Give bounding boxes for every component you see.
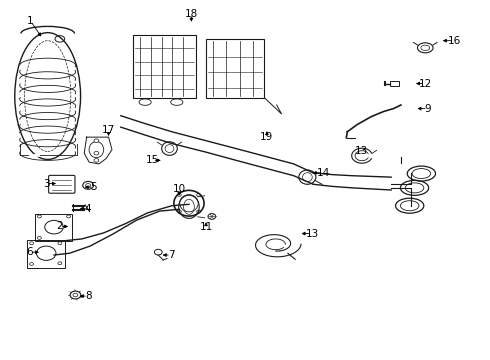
Text: 17: 17 <box>102 125 115 135</box>
Text: 7: 7 <box>168 250 174 260</box>
Text: 4: 4 <box>85 203 92 213</box>
Text: 13: 13 <box>306 229 319 239</box>
Text: 9: 9 <box>424 104 431 113</box>
Text: 8: 8 <box>85 291 92 301</box>
Text: 13: 13 <box>355 147 368 157</box>
Ellipse shape <box>94 158 99 162</box>
Bar <box>27 240 65 267</box>
Text: 12: 12 <box>418 78 432 89</box>
Bar <box>390 81 399 86</box>
Ellipse shape <box>94 139 99 143</box>
Text: 3: 3 <box>43 179 49 189</box>
Text: 10: 10 <box>172 184 186 194</box>
Ellipse shape <box>94 152 99 155</box>
Text: 18: 18 <box>185 9 198 19</box>
Text: 11: 11 <box>199 222 213 232</box>
Text: 15: 15 <box>146 156 159 165</box>
Text: 2: 2 <box>56 221 63 231</box>
Text: 1: 1 <box>27 16 34 26</box>
Text: 19: 19 <box>260 132 273 142</box>
Text: 16: 16 <box>448 36 461 46</box>
Text: 14: 14 <box>317 168 330 178</box>
Text: 5: 5 <box>91 182 98 192</box>
Text: 6: 6 <box>26 247 33 257</box>
Bar <box>35 214 72 241</box>
